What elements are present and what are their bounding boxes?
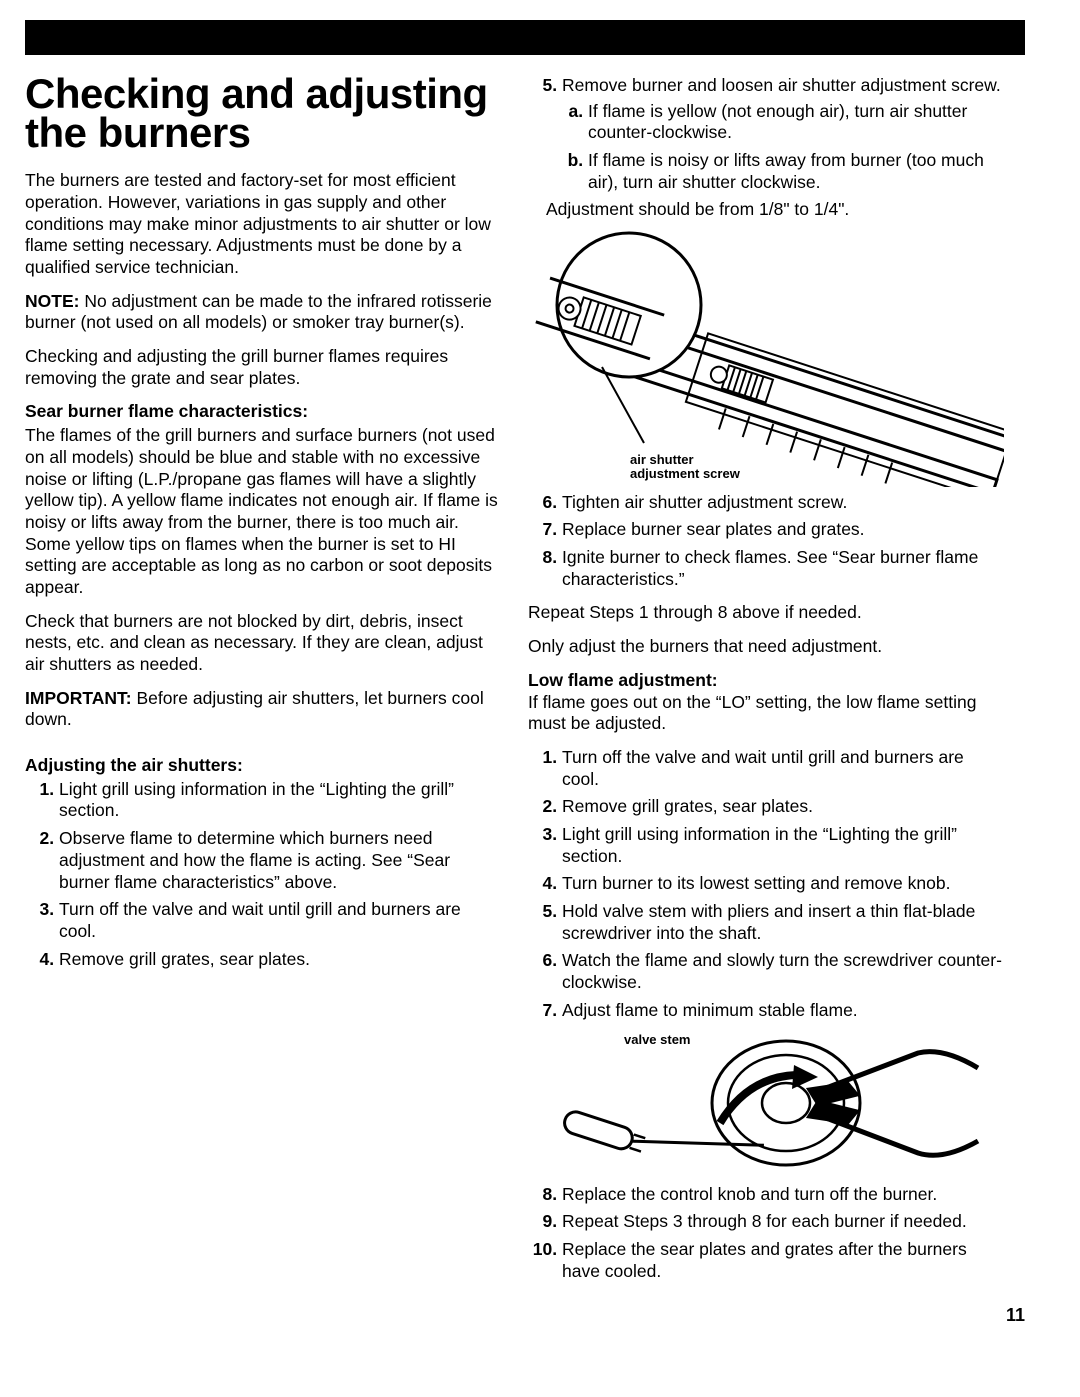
low-step-7: Adjust flame to minimum stable flame. [562, 1000, 1005, 1022]
adj-step-4: Remove grill grates, sear plates. [59, 949, 502, 971]
adjust-steps-6-8: Tighten air shutter adjustment screw. Re… [528, 492, 1005, 591]
caption-line-1: air shutter [630, 452, 694, 467]
repeat-note-2: Only adjust the burners that need adjust… [528, 636, 1005, 658]
note-label: NOTE: [25, 291, 79, 311]
low-step-2: Remove grill grates, sear plates. [562, 796, 1005, 818]
right-column: Remove burner and loosen air shutter adj… [528, 75, 1005, 1295]
adj-step-5a: If flame is yellow (not enough air), tur… [588, 101, 1005, 144]
header-bar [25, 20, 1025, 55]
adj-step-5b: If flame is noisy or lifts away from bur… [588, 150, 1005, 193]
valve-stem-figure: valve stem [548, 1033, 1005, 1187]
important-label: IMPORTANT: [25, 688, 132, 708]
low-flame-intro: If flame goes out on the “LO” setting, t… [528, 692, 1005, 735]
adjustment-range: Adjustment should be from 1/8" to 1/4". [546, 199, 1005, 221]
adj-step-1: Light grill using information in the “Li… [59, 779, 502, 822]
caption-line-2: adjustment screw [630, 466, 740, 481]
adj-step-7: Replace burner sear plates and grates. [562, 519, 1005, 541]
sear-characteristics-body: The flames of the grill burners and surf… [25, 425, 502, 599]
air-shutter-diagram-icon [534, 227, 1004, 487]
low-step-10: Replace the sear plates and grates after… [562, 1239, 1005, 1282]
low-flame-heading: Low flame adjustment: [528, 670, 1005, 692]
adjust-steps-1-4: Light grill using information in the “Li… [25, 779, 502, 971]
adj-step-2: Observe flame to determine which burners… [59, 828, 502, 893]
adj-step-5-text: Remove burner and loosen air shutter adj… [562, 75, 1001, 95]
intro-paragraph: The burners are tested and factory-set f… [25, 170, 502, 278]
low-step-8: Replace the control knob and turn off th… [562, 1184, 1005, 1206]
removal-paragraph: Checking and adjusting the grill burner … [25, 346, 502, 389]
page-number: 11 [25, 1305, 1025, 1326]
note-paragraph: NOTE: No adjustment can be made to the i… [25, 291, 502, 334]
manual-page: Checking and adjusting the burners The b… [0, 0, 1080, 1356]
low-step-4: Turn burner to its lowest setting and re… [562, 873, 1005, 895]
check-blockage-paragraph: Check that burners are not blocked by di… [25, 611, 502, 676]
content-columns: Checking and adjusting the burners The b… [25, 75, 1025, 1295]
low-step-3: Light grill using information in the “Li… [562, 824, 1005, 867]
valve-stem-diagram-icon [548, 1033, 988, 1173]
adj-step-5: Remove burner and loosen air shutter adj… [562, 75, 1005, 193]
adj-step-3: Turn off the valve and wait until grill … [59, 899, 502, 942]
low-steps-1-7: Turn off the valve and wait until grill … [528, 747, 1005, 1022]
low-step-6: Watch the flame and slowly turn the scre… [562, 950, 1005, 993]
low-step-9: Repeat Steps 3 through 8 for each burner… [562, 1211, 1005, 1233]
page-title: Checking and adjusting the burners [25, 75, 502, 152]
low-step-5: Hold valve stem with pliers and insert a… [562, 901, 1005, 944]
low-step-1: Turn off the valve and wait until grill … [562, 747, 1005, 790]
adj-step-5-sublist: If flame is yellow (not enough air), tur… [562, 101, 1005, 194]
important-paragraph: IMPORTANT: Before adjusting air shutters… [25, 688, 502, 731]
sear-characteristics-heading: Sear burner flame characteristics: [25, 401, 502, 423]
air-shutter-figure: air shutter adjustment screw [534, 227, 1005, 482]
adjusting-air-shutters-heading: Adjusting the air shutters: [25, 755, 502, 777]
adj-step-8: Ignite burner to check flames. See “Sear… [562, 547, 1005, 590]
note-body: No adjustment can be made to the infrare… [25, 291, 492, 333]
left-column: Checking and adjusting the burners The b… [25, 75, 502, 1295]
low-steps-8-10: Replace the control knob and turn off th… [528, 1184, 1005, 1283]
adj-step-6: Tighten air shutter adjustment screw. [562, 492, 1005, 514]
adjust-steps-5: Remove burner and loosen air shutter adj… [528, 75, 1005, 193]
valve-stem-caption: valve stem [624, 1033, 704, 1047]
repeat-note-1: Repeat Steps 1 through 8 above if needed… [528, 602, 1005, 624]
